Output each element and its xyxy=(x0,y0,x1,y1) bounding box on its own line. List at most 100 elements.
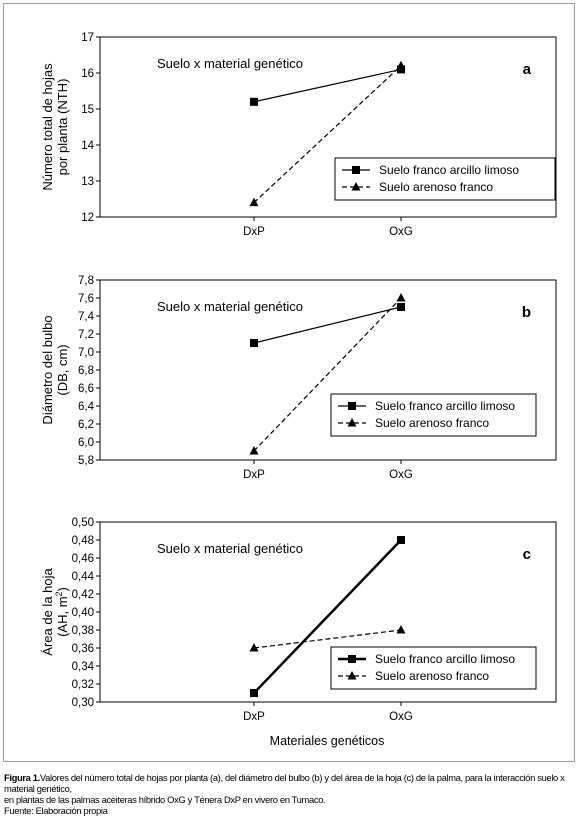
legend-marker-1 xyxy=(348,402,356,410)
legend-label-1: Suelo franco arcillo limoso xyxy=(379,163,519,177)
caption-line-2: en plantas de las palmas aceiteras híbri… xyxy=(4,794,326,805)
y-tick-label: 15 xyxy=(81,104,94,116)
legend-box xyxy=(330,393,537,437)
y-axis-label-line-1: Número total de hojas xyxy=(40,63,55,191)
legend-label-2: Suelo arenoso franco xyxy=(375,669,489,683)
legend: Suelo franco arcillo limoso Suelo arenoso… xyxy=(330,646,537,690)
caption-text-1: Valores del número total de hojas por pl… xyxy=(4,772,565,794)
series-line-1 xyxy=(253,306,402,344)
legend-label-1: Suelo franco arcillo limoso xyxy=(375,399,515,413)
data-point-series-2 xyxy=(249,643,259,652)
legend-label-2: Suelo arenoso franco xyxy=(375,416,489,430)
y-tick-label: 6,2 xyxy=(78,419,94,431)
y-tick-label: 13 xyxy=(81,176,94,188)
chart-panel-c: 0,30 0,32 0,34 0,36 0,38 0,40 0,42 0,44 0,46 0,48… xyxy=(40,517,557,748)
y-tick-label: 0,48 xyxy=(72,535,94,547)
data-point-series-1 xyxy=(397,65,405,74)
series-line-2 xyxy=(253,297,402,452)
legend-label-2: Suelo arenoso franco xyxy=(379,180,493,194)
y-tick-label: 6,6 xyxy=(78,383,94,395)
y-axis-label-line-2: (DB, cm) xyxy=(55,344,70,395)
legend: Suelo franco arcillo limoso Suelo arenoso… xyxy=(334,157,556,201)
figure-frame xyxy=(3,3,575,762)
caption-line-1: Figura 1.Valores del número total de hoj… xyxy=(4,772,578,794)
y-tick-label: 0,44 xyxy=(72,571,95,583)
data-point-series-1 xyxy=(250,689,258,697)
chart-annotation: Suelo x material genético xyxy=(157,299,303,314)
y-tick-label: 0,36 xyxy=(72,643,94,655)
y-axis-label-superscript: 2 xyxy=(54,591,64,596)
legend-marker-2 xyxy=(351,182,361,191)
y-tick-label: 6,8 xyxy=(78,365,94,377)
legend: Suelo franco arcillo limoso Suelo arenoso… xyxy=(330,393,537,437)
x-tick-label: OxG xyxy=(389,469,413,481)
y-axis-label: Área de la hoja(AH, m2) xyxy=(40,568,70,656)
y-tick-label: 7,6 xyxy=(78,293,94,305)
y-tick-label: 16 xyxy=(81,68,94,80)
data-point-series-1 xyxy=(397,536,405,544)
y-axis-label-line-2: por planta (NTH) xyxy=(55,79,70,176)
y-tick-label: 0,40 xyxy=(72,607,94,619)
y-tick-label: 6,0 xyxy=(78,437,94,449)
y-tick-label: 7,0 xyxy=(78,347,94,359)
data-point-series-2 xyxy=(249,446,259,455)
series-line-1 xyxy=(253,539,402,694)
y-axis-label-line-2-end: ) xyxy=(55,587,70,591)
y-tick-label: 14 xyxy=(81,140,94,152)
series-line-2 xyxy=(253,629,402,649)
y-axis-label-line-2: (AH, m xyxy=(55,596,70,636)
charts-canvas: 12 13 14 15 16 17 DxP OxG Número total de hojasp… xyxy=(40,32,557,748)
panel-letter: a xyxy=(523,61,532,78)
y-axis-label: Número total de hojaspor planta (NTH) xyxy=(40,63,70,191)
legend-marker-1 xyxy=(348,655,356,663)
data-point-series-2 xyxy=(396,60,406,70)
data-point-series-2 xyxy=(249,197,259,207)
data-point-series-2 xyxy=(396,625,406,634)
data-point-series-1 xyxy=(397,303,405,311)
data-point-series-1 xyxy=(250,97,258,106)
y-tick-label: 5,8 xyxy=(78,455,94,467)
legend-label-1: Suelo franco arcillo limoso xyxy=(375,652,515,666)
data-point-series-2 xyxy=(396,293,406,302)
plot-area xyxy=(99,36,557,218)
legend-marker-2 xyxy=(347,418,357,427)
chart-panel-a: 12 13 14 15 16 17 DxP OxG Número total de hojasp… xyxy=(40,32,557,238)
y-tick-label: 7,8 xyxy=(78,275,94,287)
x-tick-label: OxG xyxy=(389,711,413,723)
legend-marker-1 xyxy=(352,166,360,174)
chart-annotation: Suelo x material genético xyxy=(157,541,303,556)
y-axis-label-line-1: Diámetro del bulbo xyxy=(40,315,55,424)
x-axis-label: Materiales genéticos xyxy=(270,734,385,748)
y-tick-label: 0,46 xyxy=(72,553,94,565)
y-tick-label: 0,42 xyxy=(72,589,94,601)
y-tick-label: 12 xyxy=(81,212,94,224)
x-tick-label: DxP xyxy=(243,226,265,238)
y-tick-label: 7,2 xyxy=(78,329,94,341)
y-tick-label: 17 xyxy=(81,32,94,44)
x-tick-label: DxP xyxy=(243,469,265,481)
caption-label: Figura 1. xyxy=(4,772,40,783)
panel-letter: b xyxy=(522,304,531,321)
chart-annotation: Suelo x material genético xyxy=(157,56,303,71)
chart-panel-b: 5,8 6,0 6,2 6,4 6,6 6,8 7,0 7,2 7,4 7,6 7,8 DxP OxG D… xyxy=(40,275,557,481)
series-line-2 xyxy=(253,65,402,204)
y-tick-label: 6,4 xyxy=(78,401,95,413)
y-tick-label: 0,50 xyxy=(72,517,94,529)
series-line-1 xyxy=(253,68,402,103)
y-axis-label: Diámetro del bulbo(DB, cm) xyxy=(40,315,70,424)
data-point-series-1 xyxy=(250,339,258,347)
legend-box xyxy=(334,157,556,201)
legend-box xyxy=(330,646,537,690)
y-tick-label: 0,34 xyxy=(72,661,95,673)
y-tick-label: 7,4 xyxy=(78,311,95,323)
figure-caption: Figura 1.Valores del número total de hoj… xyxy=(4,772,578,816)
panel-letter: c xyxy=(523,546,531,563)
y-axis-label-line-1: Área de la hoja xyxy=(40,568,55,656)
x-tick-label: DxP xyxy=(243,711,265,723)
y-tick-label: 0,32 xyxy=(72,679,94,691)
y-tick-label: 0,30 xyxy=(72,697,94,709)
caption-source: Fuente: Elaboración propia xyxy=(4,805,108,816)
legend-marker-2 xyxy=(347,671,357,680)
x-tick-label: OxG xyxy=(389,226,413,238)
y-tick-label: 0,38 xyxy=(72,625,94,637)
